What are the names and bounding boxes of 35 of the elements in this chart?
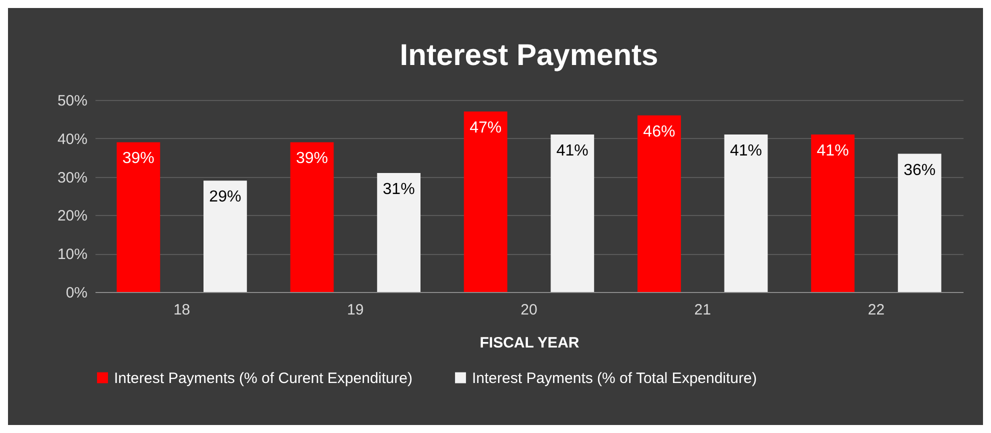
x-axis-title: FISCAL YEAR bbox=[480, 334, 580, 352]
bar bbox=[724, 134, 768, 292]
text: 36% bbox=[904, 162, 936, 179]
x-tick-label: 22 bbox=[868, 302, 885, 318]
y-tick-label: 40% bbox=[57, 130, 88, 148]
text: 41% bbox=[816, 142, 849, 160]
bar bbox=[116, 142, 160, 292]
x-tick-label: 18 bbox=[173, 302, 190, 318]
y-tick-label: 10% bbox=[57, 246, 88, 264]
bar bbox=[811, 134, 854, 292]
legend-label: Interest Payments (% of Curent Expenditure) bbox=[114, 370, 412, 387]
bar bbox=[898, 154, 942, 292]
text: 41% bbox=[730, 142, 762, 160]
bar bbox=[638, 115, 681, 292]
y-tick-label: 50% bbox=[57, 92, 88, 110]
text: 39% bbox=[122, 150, 154, 168]
x-tick-label: 20 bbox=[520, 302, 538, 318]
y-tick-label: 30% bbox=[57, 169, 88, 186]
x-tick-label: 19 bbox=[347, 302, 364, 318]
x-tick-label: 21 bbox=[694, 302, 711, 318]
bar bbox=[464, 112, 508, 292]
text: 29% bbox=[209, 188, 242, 206]
bar bbox=[204, 180, 247, 292]
bar bbox=[550, 134, 594, 292]
y-tick-label: 20% bbox=[57, 208, 88, 225]
text: 31% bbox=[382, 180, 415, 198]
text: 41% bbox=[556, 142, 588, 160]
y-tick-label: 0% bbox=[66, 284, 88, 302]
chart-title: Interest Payments bbox=[400, 39, 658, 72]
text: 39% bbox=[296, 150, 328, 168]
bar bbox=[290, 142, 334, 292]
text: 47% bbox=[470, 120, 502, 137]
bar bbox=[377, 172, 420, 292]
text: 46% bbox=[643, 123, 676, 140]
legend-label: Interest Payments (% of Total Expenditure) bbox=[472, 370, 757, 387]
